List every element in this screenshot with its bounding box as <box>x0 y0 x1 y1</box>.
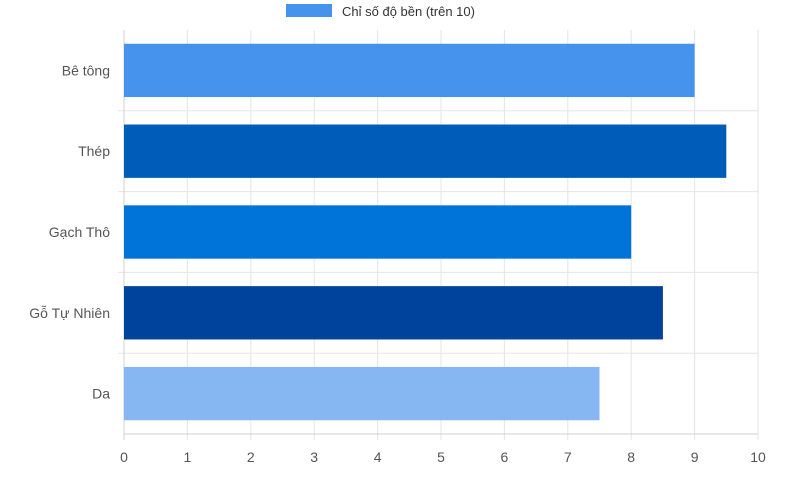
x-tick-label-8: 8 <box>627 449 635 465</box>
x-tick-label-3: 3 <box>310 449 318 465</box>
x-tick-label-2: 2 <box>247 449 255 465</box>
bar-1[interactable] <box>124 124 727 178</box>
legend: Chỉ số độ bền (trên 10) <box>286 4 475 19</box>
category-label-3: Gỗ Tự Nhiên <box>29 305 110 321</box>
x-tick-label-0: 0 <box>120 449 128 465</box>
legend-swatch <box>286 4 332 17</box>
category-label-2: Gạch Thô <box>49 224 110 240</box>
x-tick-labels: 0 1 2 3 4 5 6 7 8 9 10 <box>120 449 766 465</box>
category-label-0: Bê tông <box>62 62 110 78</box>
x-tick-label-5: 5 <box>437 449 445 465</box>
x-tick-label-1: 1 <box>184 449 192 465</box>
bar-2[interactable] <box>124 205 632 259</box>
bar-0[interactable] <box>124 43 695 98</box>
bar-4[interactable] <box>124 366 600 421</box>
category-labels: Bê tông Thép Gạch Thô Gỗ Tự Nhiên Da <box>29 62 110 401</box>
legend-label: Chỉ số độ bền (trên 10) <box>342 4 475 19</box>
category-label-4: Da <box>92 386 110 402</box>
bar-3[interactable] <box>124 286 663 340</box>
x-tick-label-6: 6 <box>501 449 509 465</box>
x-tick-label-10: 10 <box>750 449 766 465</box>
x-tick-label-4: 4 <box>374 449 382 465</box>
bars <box>124 43 727 421</box>
category-label-1: Thép <box>78 143 110 159</box>
x-tick-label-7: 7 <box>564 449 572 465</box>
x-tick-label-9: 9 <box>691 449 699 465</box>
